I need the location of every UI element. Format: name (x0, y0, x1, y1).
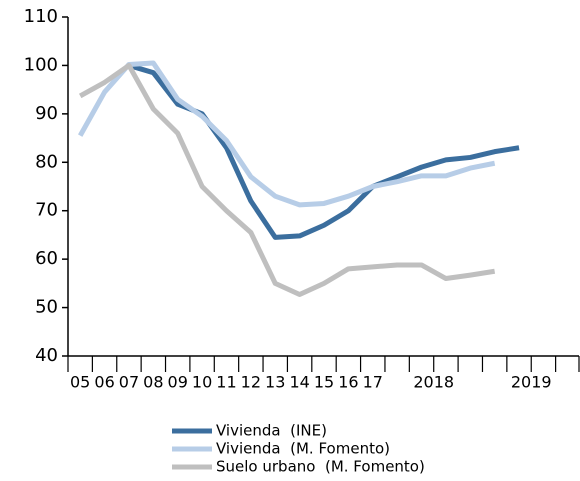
y-tick-label: 50 (35, 297, 58, 318)
y-tick-label: 110 (24, 6, 58, 27)
y-tick-label: 70 (35, 200, 58, 221)
x-tick-label: 09 (168, 373, 188, 392)
x-tick-label: 12 (241, 373, 261, 392)
x-tick-label: 17 (363, 373, 383, 392)
legend-label: Suelo urbano (M. Fomento) (216, 458, 425, 476)
legend-label: Vivienda (INE) (216, 422, 327, 440)
x-tick-label: 13 (265, 373, 285, 392)
x-tick-label: 11 (216, 373, 236, 392)
x-tick-label: 14 (289, 373, 309, 392)
x-tick-label: 2018 (413, 373, 454, 392)
series-line (78, 62, 496, 297)
x-tick-label: 15 (314, 373, 334, 392)
y-tick-label: 80 (35, 151, 58, 172)
x-tick-label: 2019 (511, 373, 552, 392)
y-tick-label: 40 (35, 345, 58, 366)
x-tick-label: 06 (94, 373, 114, 392)
x-tick-label: 16 (338, 373, 358, 392)
y-tick-label: 100 (24, 54, 58, 75)
y-tick-label: 60 (35, 248, 58, 269)
x-tick-label: 05 (70, 373, 90, 392)
x-tick-label: 10 (192, 373, 212, 392)
x-tick-label: 07 (119, 373, 139, 392)
y-tick-label: 90 (35, 103, 58, 124)
series-line (78, 60, 496, 208)
x-tick-label: 08 (143, 373, 163, 392)
legend-label: Vivienda (M. Fomento) (216, 440, 390, 458)
